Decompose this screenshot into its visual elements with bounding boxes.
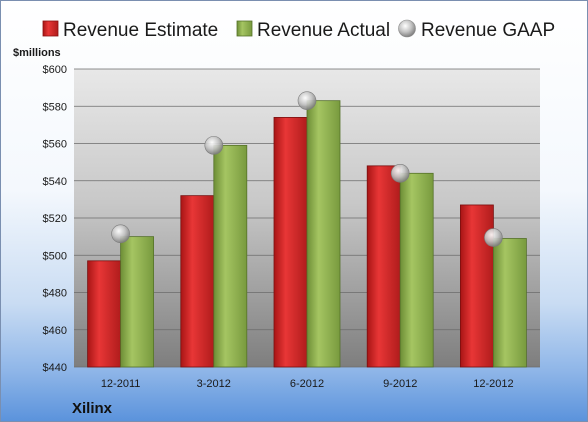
x-tick-label: 6-2012	[290, 378, 324, 390]
marker-revenue-gaap	[390, 164, 410, 183]
bar-revenue-actual	[492, 238, 527, 368]
legend: Revenue Estimate Revenue Actual Revenue …	[42, 19, 555, 41]
bar-revenue-estimate	[366, 165, 401, 368]
bar-revenue-estimate	[180, 195, 215, 368]
legend-item-revenue-actual: Revenue Actual	[236, 20, 390, 41]
bars	[87, 100, 527, 368]
bar-revenue-actual	[213, 144, 248, 368]
y-axis-ticks: $440 $460 $480 $500 $520 $540 $560 $580 $600	[43, 64, 67, 374]
legend-label-actual: Revenue Actual	[257, 20, 390, 41]
bar-revenue-estimate	[273, 117, 308, 368]
legend-label-gaap: Revenue GAAP	[421, 20, 555, 41]
x-tick-label: 3-2012	[197, 378, 231, 390]
x-tick-label: 12-2012	[473, 378, 513, 390]
marker-revenue-gaap	[204, 136, 224, 155]
x-tick-label: 12-2011	[101, 378, 141, 390]
marker-revenue-gaap	[484, 228, 503, 247]
y-tick-label: $460	[43, 325, 67, 337]
bar-revenue-actual	[120, 236, 154, 368]
x-axis-ticks: 12-2011 3-2012 6-2012 9-2012 12-2012	[101, 378, 514, 390]
bar-revenue-actual	[399, 172, 434, 368]
y-tick-label: $480	[43, 288, 67, 300]
marker-revenue-gaap	[111, 224, 130, 244]
y-tick-label: $440	[43, 362, 67, 374]
y-tick-label: $580	[43, 101, 67, 113]
y-tick-label: $560	[43, 139, 67, 151]
y-tick-label: $520	[43, 213, 67, 225]
company-name: Xilinx	[72, 400, 113, 417]
y-axis-units-label: $millions	[13, 47, 61, 59]
legend-swatch-actual	[236, 20, 253, 37]
legend-item-revenue-gaap: Revenue GAAP	[398, 19, 555, 41]
y-tick-label: $540	[43, 176, 67, 188]
gaap-markers	[111, 91, 503, 247]
bar-revenue-actual	[306, 100, 341, 368]
legend-item-revenue-estimate: Revenue Estimate	[42, 20, 218, 41]
marker-revenue-gaap	[297, 91, 317, 110]
bar-revenue-estimate	[87, 260, 121, 368]
legend-label-estimate: Revenue Estimate	[63, 20, 218, 41]
legend-swatch-gaap	[398, 19, 416, 38]
y-tick-label: $600	[43, 64, 67, 76]
legend-swatch-estimate	[42, 20, 59, 37]
x-tick-label: 9-2012	[383, 378, 417, 390]
y-tick-label: $500	[43, 250, 67, 262]
bar-revenue-estimate	[459, 204, 494, 368]
